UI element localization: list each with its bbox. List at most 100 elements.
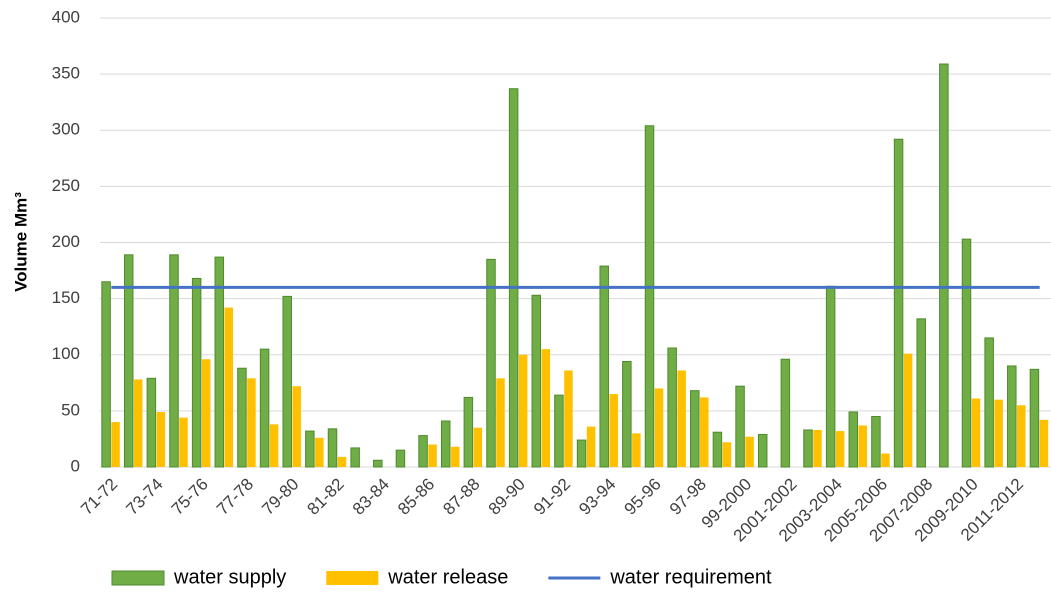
bar: [654, 388, 664, 467]
bar: [813, 429, 822, 467]
bar: [632, 433, 641, 467]
bar: [146, 377, 157, 468]
bar: [961, 238, 972, 468]
bar: [690, 390, 700, 468]
bar: [224, 307, 234, 467]
x-tick-label: 73-74: [122, 475, 166, 519]
y-tick-label: 300: [52, 120, 80, 139]
y-tick-label: 200: [52, 232, 80, 251]
bar: [622, 360, 632, 468]
bar: [237, 367, 247, 468]
bar: [259, 348, 270, 468]
y-tick-label: 250: [52, 176, 80, 195]
bar: [463, 396, 474, 468]
bar: [893, 138, 904, 468]
x-tick-label: 71-72: [77, 475, 121, 519]
bar: [440, 420, 451, 468]
bar: [735, 385, 745, 468]
bar: [554, 394, 564, 468]
bar: [282, 295, 292, 468]
bar: [201, 359, 211, 467]
bar: [780, 358, 791, 468]
bar: [179, 417, 188, 467]
bar: [508, 88, 519, 468]
x-tick-label: 93-94: [575, 475, 619, 519]
bar: [541, 349, 551, 467]
y-tick-label: 350: [52, 64, 80, 83]
bar: [473, 427, 483, 467]
bar: [169, 254, 179, 468]
bar: [428, 444, 437, 467]
x-tick-label: 83-84: [349, 475, 393, 519]
bar: [881, 453, 890, 467]
y-tick-label: 150: [52, 288, 80, 307]
bar: [644, 125, 655, 468]
bar: [156, 411, 166, 467]
x-tick-label: 89-90: [485, 475, 529, 519]
bar: [564, 370, 573, 467]
bar: [916, 318, 926, 468]
bar: [269, 424, 279, 467]
y-axis-title: Volume Mm³: [11, 192, 30, 292]
bar: [305, 430, 315, 468]
bar: [835, 431, 845, 467]
bar: [191, 277, 202, 468]
x-tick-label: 85-86: [394, 475, 438, 519]
bar: [111, 422, 120, 467]
bar: [586, 426, 596, 467]
bar: [531, 294, 542, 468]
bar: [292, 386, 301, 467]
bar: [677, 370, 686, 467]
bar: [418, 435, 428, 468]
bar: [825, 285, 836, 468]
bar: [1017, 405, 1026, 467]
bar: [576, 439, 587, 468]
legend-label: water supply: [173, 566, 286, 588]
bar: [350, 447, 360, 468]
bar: [848, 411, 859, 468]
bar: [858, 425, 868, 467]
bar: [609, 394, 618, 467]
bar: [450, 446, 460, 467]
x-tick-label: 75-76: [168, 475, 212, 519]
x-tick-label: 77-78: [213, 475, 257, 519]
bar: [971, 398, 981, 467]
bar: [247, 378, 256, 467]
legend-swatch: [326, 571, 379, 585]
bar: [101, 281, 111, 468]
y-tick-label: 100: [52, 344, 80, 363]
x-tick-label: 81-82: [304, 475, 348, 519]
bar: [599, 265, 609, 468]
bar: [133, 379, 143, 467]
x-tick-label: 91-92: [530, 475, 574, 519]
bar: [214, 256, 225, 468]
y-tick-label: 0: [71, 456, 80, 475]
bar: [518, 354, 528, 467]
legend-label: water release: [387, 566, 508, 588]
bar: [757, 433, 768, 468]
bar: [984, 337, 994, 468]
bar: [123, 254, 134, 468]
bar: [395, 449, 406, 468]
bar: [871, 415, 881, 468]
y-tick-label: 400: [52, 7, 80, 26]
x-tick-label: 87-88: [439, 475, 483, 519]
legend-label: water requirement: [609, 566, 772, 588]
bar: [1039, 419, 1049, 467]
bar: [939, 63, 949, 468]
y-tick-label: 50: [61, 400, 80, 419]
bar: [496, 378, 505, 467]
bar: [903, 353, 913, 467]
bar: [327, 428, 338, 468]
bar: [722, 442, 732, 467]
bar: [486, 258, 496, 468]
x-tick-label: 95-96: [621, 475, 665, 519]
legend-swatch: [111, 570, 165, 586]
bar: [712, 431, 723, 468]
bar: [667, 347, 677, 468]
bar: [315, 437, 324, 467]
bar: [745, 436, 754, 467]
bar: [1007, 365, 1017, 468]
bar: [994, 399, 1003, 467]
